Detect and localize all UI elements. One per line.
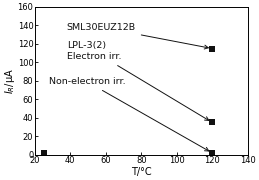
- Text: Non-electron irr.: Non-electron irr.: [49, 77, 209, 151]
- Y-axis label: $I_R$/μA: $I_R$/μA: [3, 68, 17, 94]
- Text: LPL-3(2)
Electron irr.: LPL-3(2) Electron irr.: [67, 41, 209, 120]
- X-axis label: T/°C: T/°C: [131, 166, 152, 177]
- Text: SML30EUZ12B: SML30EUZ12B: [67, 23, 208, 49]
